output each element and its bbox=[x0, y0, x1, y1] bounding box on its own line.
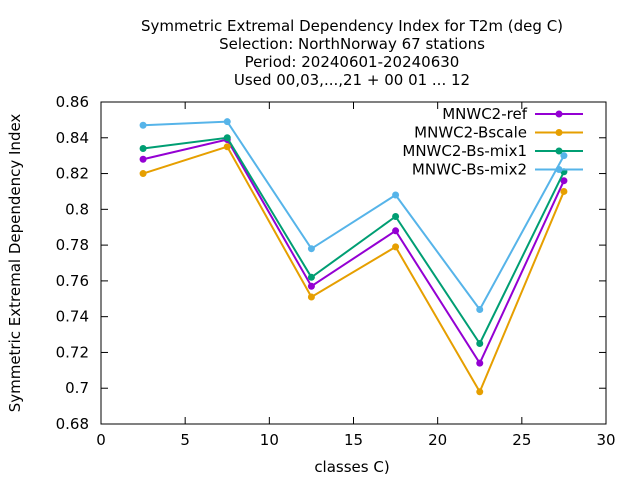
legend-swatch-marker bbox=[555, 147, 563, 155]
series-line bbox=[142, 145, 565, 395]
legend-label: MNWC-Bs-mix2 bbox=[412, 161, 527, 179]
y-tick-label: 0.76 bbox=[56, 272, 89, 290]
y-tick-label: 0.84 bbox=[56, 129, 89, 147]
series-layer bbox=[139, 118, 568, 396]
data-point bbox=[307, 282, 315, 290]
data-point bbox=[223, 118, 231, 126]
series-line bbox=[142, 138, 565, 366]
y-axis-label: Symmetric Extremal Dependency Index bbox=[6, 114, 24, 413]
legend-swatch-marker bbox=[555, 129, 563, 136]
x-tick-label: 5 bbox=[180, 431, 190, 449]
data-point bbox=[223, 143, 231, 151]
y-tick-label: 0.72 bbox=[56, 343, 89, 361]
x-axis: 0 5 10 15 20 25 30 bbox=[96, 102, 616, 449]
data-point bbox=[307, 273, 315, 281]
series-line bbox=[142, 136, 565, 346]
data-point bbox=[223, 134, 231, 142]
y-tick-label: 0.68 bbox=[56, 415, 89, 433]
x-tick-label: 25 bbox=[512, 431, 531, 449]
x-tick-label: 20 bbox=[428, 431, 447, 449]
x-tick-label: 0 bbox=[96, 431, 106, 449]
data-point bbox=[560, 187, 568, 195]
title-line-4: Used 00,03,...,21 + 00 01 ... 12 bbox=[234, 71, 470, 89]
data-point bbox=[476, 388, 484, 396]
series-3 bbox=[139, 118, 568, 314]
x-tick-label: 10 bbox=[260, 431, 279, 449]
legend-label: MNWC2-Bscale bbox=[414, 124, 527, 142]
y-axis: 0.68 0.7 0.72 0.74 0.76 0.78 0.8 0.82 0.84 0.86 bbox=[56, 93, 606, 433]
data-point bbox=[392, 191, 400, 199]
data-point bbox=[307, 245, 315, 253]
legend-swatch-marker bbox=[555, 110, 563, 118]
data-point bbox=[139, 121, 147, 129]
chart-title: Symmetric Extremal Dependency Index for … bbox=[141, 17, 563, 89]
title-line-1: Symmetric Extremal Dependency Index for … bbox=[141, 17, 563, 35]
title-line-2: Selection: NorthNorway 67 stations bbox=[219, 35, 485, 53]
data-point bbox=[139, 145, 147, 153]
legend-swatch-marker bbox=[555, 166, 563, 173]
series-1 bbox=[139, 143, 568, 396]
data-point bbox=[139, 170, 147, 178]
legend-label: MNWC2-ref bbox=[442, 105, 527, 123]
data-point bbox=[476, 340, 484, 347]
y-tick-label: 0.8 bbox=[65, 200, 89, 218]
x-axis-label: classes C) bbox=[314, 458, 389, 476]
series-line bbox=[143, 120, 565, 312]
y-tick-label: 0.74 bbox=[56, 308, 89, 326]
data-point bbox=[476, 306, 484, 314]
data-point bbox=[392, 243, 400, 251]
data-point bbox=[307, 293, 315, 301]
data-point bbox=[392, 212, 400, 220]
legend-label: MNWC2-Bs-mix1 bbox=[402, 142, 527, 160]
legend: MNWC2-refMNWC2-BscaleMNWC2-Bs-mix1MNWC-B… bbox=[402, 105, 583, 179]
data-point bbox=[476, 359, 484, 367]
data-point bbox=[139, 155, 147, 163]
plot-frame bbox=[100, 101, 607, 425]
y-tick-label: 0.86 bbox=[56, 93, 89, 111]
data-point bbox=[392, 227, 400, 235]
x-tick-label: 15 bbox=[344, 431, 363, 449]
series-0 bbox=[139, 136, 568, 367]
y-tick-label: 0.82 bbox=[56, 165, 89, 183]
data-point bbox=[560, 177, 568, 185]
y-tick-label: 0.78 bbox=[56, 236, 89, 254]
x-tick-label: 30 bbox=[596, 431, 615, 449]
title-line-3: Period: 20240601-20240630 bbox=[245, 53, 460, 71]
y-tick-label: 0.7 bbox=[65, 379, 89, 397]
data-point bbox=[560, 152, 568, 160]
